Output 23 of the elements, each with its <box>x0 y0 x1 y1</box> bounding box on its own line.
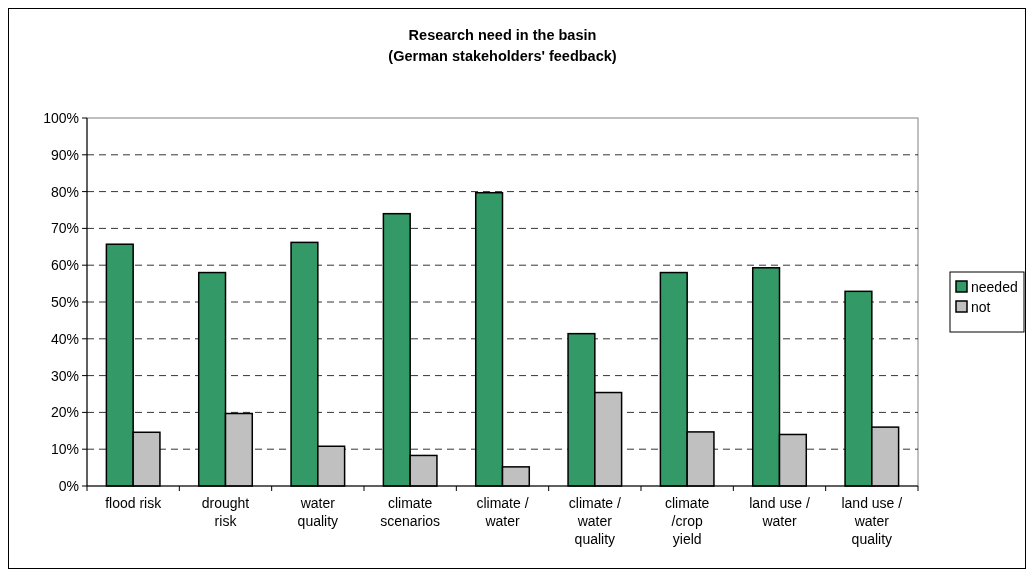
y-tick-label: 30% <box>50 367 79 384</box>
y-tick-label: 90% <box>50 146 79 163</box>
x-tick-label: climate / water <box>476 495 529 529</box>
x-tick-label: land use / water <box>749 495 810 529</box>
y-tick-label: 100% <box>43 109 79 126</box>
x-tick-label: drought risk <box>201 495 250 529</box>
y-tick-label: 50% <box>50 293 79 310</box>
chart-title: Research need in the basin (German stakeholders' feedback) <box>388 27 617 64</box>
x-tick-label: land use / water quality <box>841 495 903 547</box>
y-tick-label: 10% <box>50 441 79 458</box>
legend-label: needed <box>971 278 1018 295</box>
y-tick-label: 0% <box>58 477 79 494</box>
y-tick-label: 80% <box>50 183 79 200</box>
y-tick-label: 20% <box>50 404 79 421</box>
legend-label: not <box>971 298 991 315</box>
y-tick-label: 40% <box>50 330 79 347</box>
y-tick-label: 60% <box>50 257 79 274</box>
x-tick-label: flood risk <box>105 495 163 511</box>
x-tick-label: water quality <box>297 495 339 529</box>
x-tick-label: climate scenarios <box>380 495 441 529</box>
x-tick-label: climate /crop yield <box>664 495 710 547</box>
y-tick-label: 70% <box>50 220 79 237</box>
x-tick-label: climate / water quality <box>568 495 622 547</box>
